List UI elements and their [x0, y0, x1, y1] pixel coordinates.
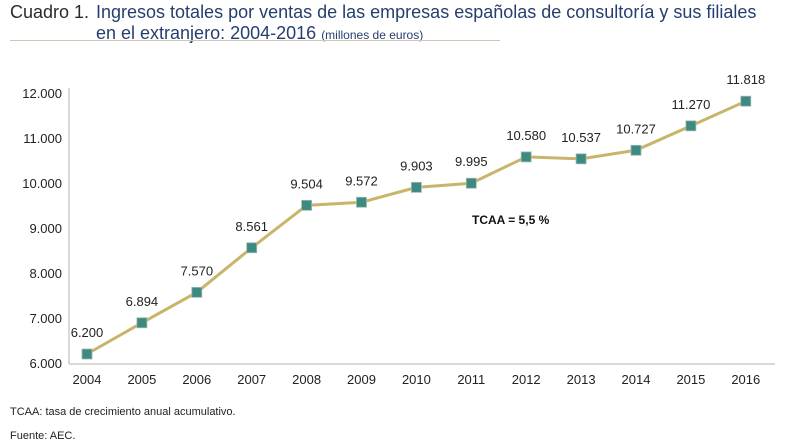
data-label: 6.894: [126, 294, 159, 309]
data-point: [301, 199, 313, 211]
data-label: 11.270: [672, 97, 711, 112]
x-tick-label: 2007: [237, 372, 266, 387]
y-tick-label: 10.000: [22, 176, 62, 191]
y-tick-label: 9.000: [29, 221, 62, 236]
x-tick-label: 2008: [292, 372, 321, 387]
data-label: 9.903: [400, 158, 433, 173]
x-tick-label: 2012: [512, 372, 541, 387]
data-point: [356, 196, 367, 208]
x-tick-label: 2011: [457, 372, 485, 387]
figure-number: Cuadro 1.: [10, 2, 90, 22]
data-label: 10.580: [506, 128, 546, 143]
data-point: [246, 242, 258, 254]
y-tick-label: 12.000: [22, 86, 62, 101]
data-label: 7.570: [181, 263, 214, 278]
chart-title-line1: Ingresos totales por ventas de las empre…: [96, 2, 757, 22]
data-label: 9.995: [455, 154, 488, 169]
data-point: [740, 95, 752, 107]
x-tick-label: 2010: [402, 372, 431, 387]
data-label: 11.818: [726, 72, 765, 87]
data-point: [630, 144, 642, 156]
x-tick-label: 2014: [622, 372, 651, 387]
x-tick-label: 2006: [182, 372, 211, 387]
data-label: 9.504: [290, 176, 323, 191]
chart-unit: (millones de euros): [321, 28, 424, 42]
x-tick-label: 2013: [567, 372, 596, 387]
y-tick-label: 11.000: [23, 131, 62, 146]
data-label: 10.537: [561, 130, 601, 145]
y-tick-label: 7.000: [29, 311, 62, 326]
series-line: [86, 99, 747, 356]
title-rule: [10, 40, 500, 41]
chart-title-text: en el extranjero: 2004-2016: [96, 23, 317, 43]
y-tick-label: 6.000: [29, 356, 62, 371]
data-point: [520, 151, 532, 163]
x-tick-label: 2015: [676, 372, 705, 387]
data-point: [465, 177, 477, 189]
chart-title-line2: en el extranjero: 2004-2016 (millones de…: [96, 23, 423, 44]
y-tick-label: 8.000: [29, 266, 62, 281]
data-point: [136, 317, 148, 329]
data-label: 9.572: [345, 173, 378, 188]
x-tick-label: 2004: [73, 372, 102, 387]
data-point: [191, 286, 203, 298]
x-tick-label: 2016: [731, 372, 760, 387]
x-tick-label: 2009: [347, 372, 376, 387]
x-tick-label: 2005: [127, 372, 156, 387]
source: Fuente: AEC.: [10, 430, 76, 442]
data-label: 10.727: [616, 121, 656, 136]
data-point: [575, 153, 587, 165]
data-point: [81, 348, 93, 360]
data-label: 8.561: [235, 219, 268, 234]
tcaa-annotation: TCAA = 5,5 %: [472, 213, 550, 227]
data-point: [410, 181, 422, 193]
data-label: 6.200: [71, 325, 104, 340]
data-point: [685, 120, 697, 132]
footnote: TCAA: tasa de crecimiento anual acumulat…: [10, 406, 236, 418]
